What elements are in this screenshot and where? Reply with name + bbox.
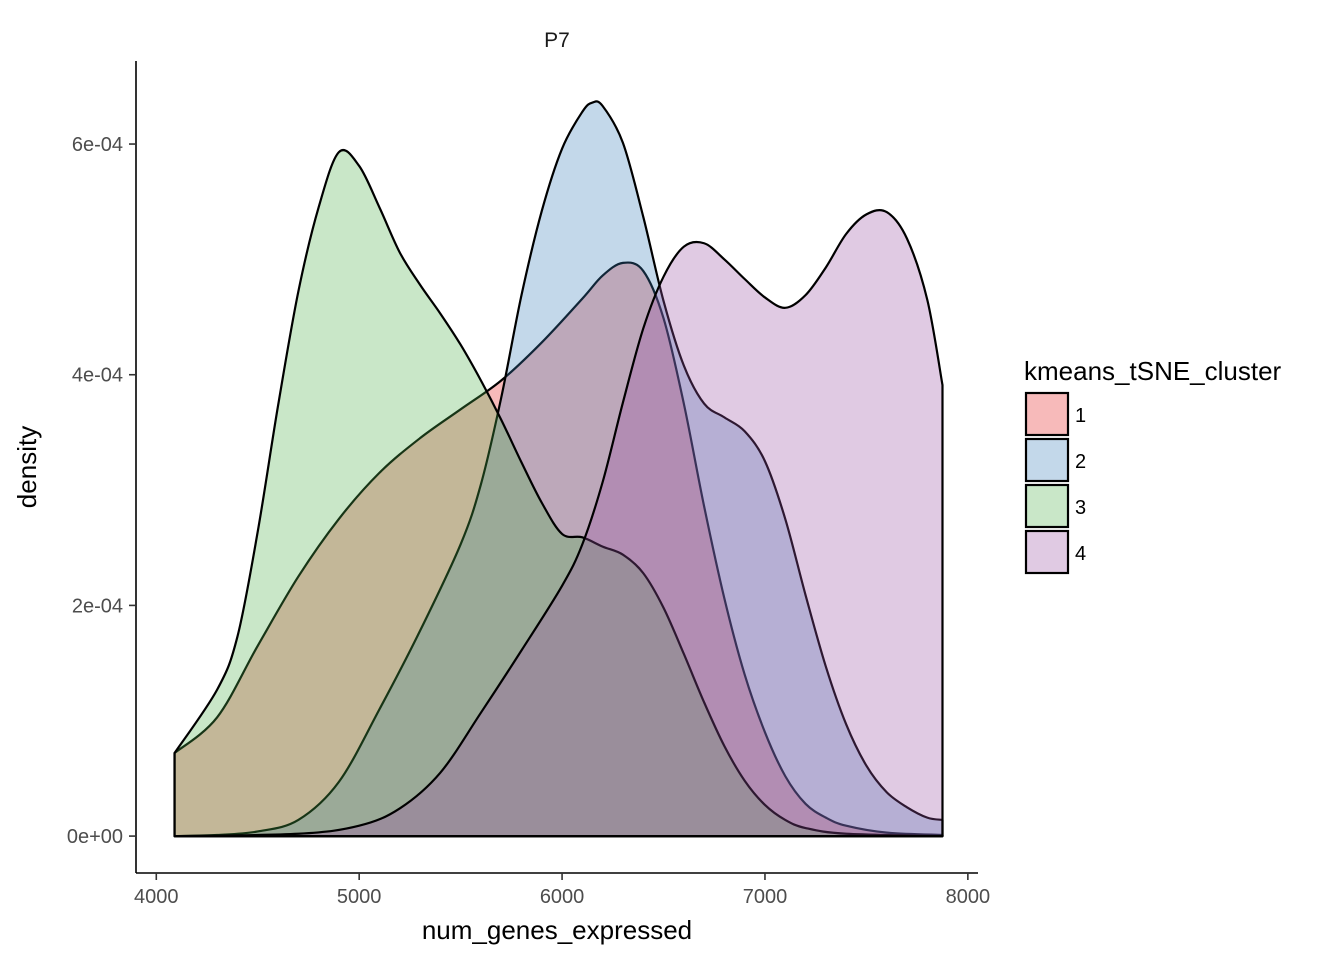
legend-label-cluster-1: 1 xyxy=(1075,405,1086,427)
y-axis-title: density xyxy=(12,426,42,508)
legend-key-bg xyxy=(1026,485,1068,527)
density-area-cluster-3 xyxy=(173,148,944,838)
y-axis-ticks: 0e+00 2e-04 4e-04 6e-04 xyxy=(67,134,136,848)
density-area-cluster-1 xyxy=(173,261,944,838)
density-area-cluster-4 xyxy=(173,208,944,838)
x-tick-label: 6000 xyxy=(540,886,585,908)
legend-key-cluster-4 xyxy=(1024,529,1070,575)
legend: kmeans_tSNE_cluster 1 2 3 4 xyxy=(1024,356,1282,575)
legend-label-cluster-4: 4 xyxy=(1075,543,1086,565)
legend-label-cluster-2: 2 xyxy=(1075,451,1086,473)
x-tick-label: 7000 xyxy=(743,886,788,908)
x-axis-ticks: 4000 5000 6000 7000 8000 xyxy=(134,873,990,908)
x-tick-label: 8000 xyxy=(946,886,991,908)
density-areas xyxy=(173,100,944,838)
legend-title: kmeans_tSNE_cluster xyxy=(1024,356,1282,386)
legend-key-bg xyxy=(1026,439,1068,481)
legend-key-cluster-1 xyxy=(1024,391,1070,437)
legend-key-bg xyxy=(1026,531,1068,573)
x-axis-title: num_genes_expressed xyxy=(422,915,692,945)
legend-key-bg xyxy=(1026,393,1068,435)
x-tick-label: 4000 xyxy=(134,886,179,908)
y-tick-label: 2e-04 xyxy=(72,595,123,617)
y-tick-label: 4e-04 xyxy=(72,365,123,387)
x-tick-label: 5000 xyxy=(337,886,382,908)
legend-label-cluster-3: 3 xyxy=(1075,497,1086,519)
y-tick-label: 0e+00 xyxy=(67,826,123,848)
y-tick-label: 6e-04 xyxy=(72,134,123,156)
legend-key-cluster-2 xyxy=(1024,437,1070,483)
facet-title: P7 xyxy=(544,29,570,52)
legend-key-cluster-3 xyxy=(1024,483,1070,529)
density-area-cluster-2 xyxy=(173,100,944,838)
